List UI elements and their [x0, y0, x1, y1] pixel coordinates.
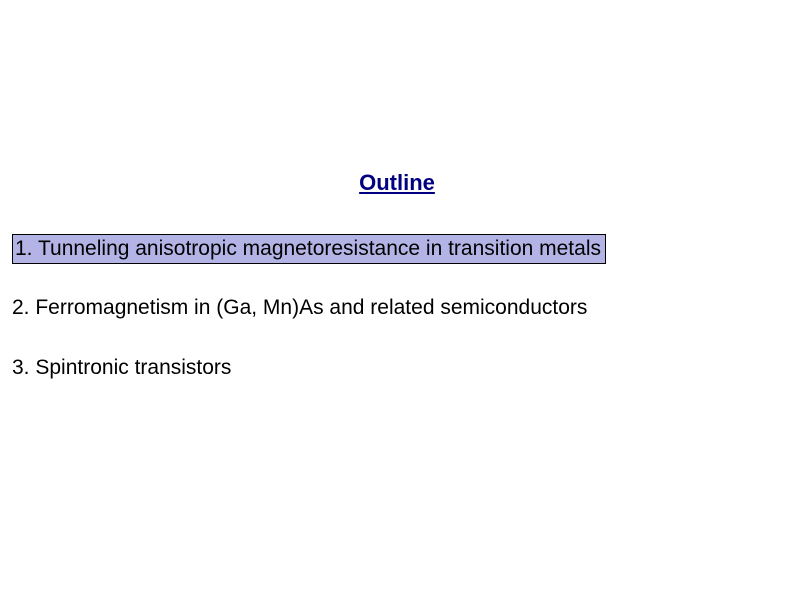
slide: Outline 1. Tunneling anisotropic magneto… — [0, 0, 794, 595]
outline-item-1-text: 1. Tunneling anisotropic magnetoresistan… — [12, 234, 606, 264]
outline-item-3: 3. Spintronic transistors — [12, 356, 231, 380]
outline-item-1: 1. Tunneling anisotropic magnetoresistan… — [12, 234, 606, 264]
outline-item-2: 2. Ferromagnetism in (Ga, Mn)As and rela… — [12, 296, 587, 320]
slide-title: Outline — [0, 170, 794, 196]
